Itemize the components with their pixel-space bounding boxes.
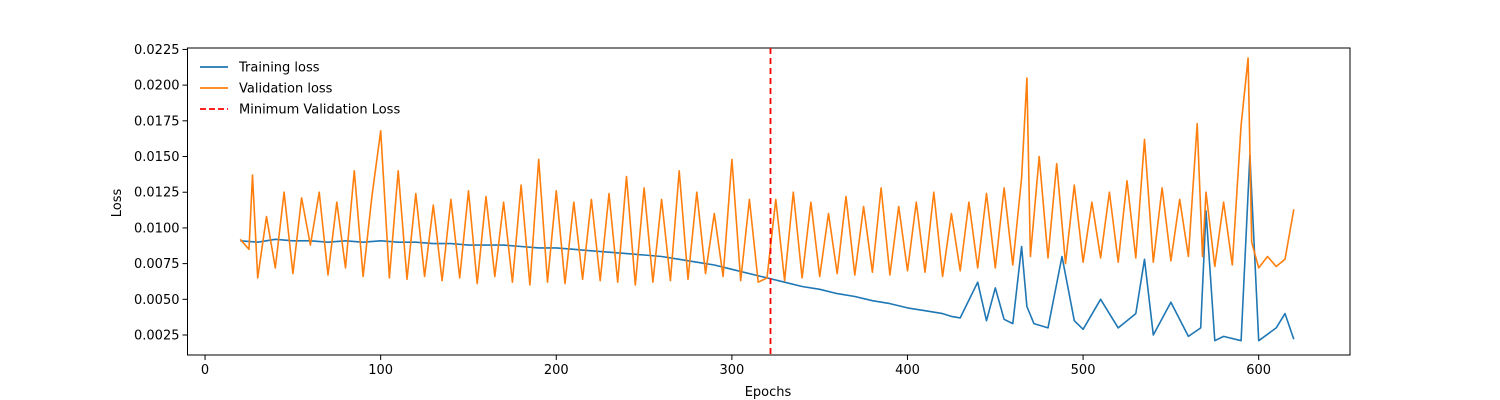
legend: Training loss Validation loss Minimum Vali… xyxy=(200,61,400,118)
training-loss-line xyxy=(240,154,1295,342)
y-tick-label: 0.0200 xyxy=(134,79,180,94)
y-tick-label: 0.0050 xyxy=(134,293,180,308)
x-axis: 0 100 200 300 400 500 600 xyxy=(201,355,1271,378)
y-tick-label: 0.0075 xyxy=(134,257,180,272)
y-axis-label: Loss xyxy=(110,189,125,218)
plot-area xyxy=(239,48,1295,355)
legend-label-validation-loss: Validation loss xyxy=(239,82,333,97)
x-tick-label: 300 xyxy=(719,363,744,378)
plot-frame xyxy=(187,47,1351,356)
validation-loss-line xyxy=(239,57,1295,286)
legend-label-training-loss: Training loss xyxy=(238,61,320,76)
x-axis-label: Epochs xyxy=(745,385,792,400)
legend-label-minimum-validation-loss: Minimum Validation Loss xyxy=(239,103,400,118)
y-tick-label: 0.0025 xyxy=(134,329,180,344)
y-tick-label: 0.0100 xyxy=(134,221,180,236)
x-tick-label: 600 xyxy=(1246,363,1271,378)
x-tick-label: 100 xyxy=(368,363,393,378)
y-tick-label: 0.0125 xyxy=(134,186,180,201)
x-tick-label: 0 xyxy=(201,363,209,378)
y-tick-label: 0.0150 xyxy=(134,150,180,165)
y-axis: 0.0025 0.0050 0.0075 0.0100 0.0125 0.0150 0.01… xyxy=(134,43,188,344)
x-tick-label: 500 xyxy=(1071,363,1096,378)
x-tick-label: 200 xyxy=(544,363,569,378)
y-tick-label: 0.0175 xyxy=(134,114,180,129)
y-tick-label: 0.0225 xyxy=(134,43,180,58)
x-tick-label: 400 xyxy=(895,363,920,378)
